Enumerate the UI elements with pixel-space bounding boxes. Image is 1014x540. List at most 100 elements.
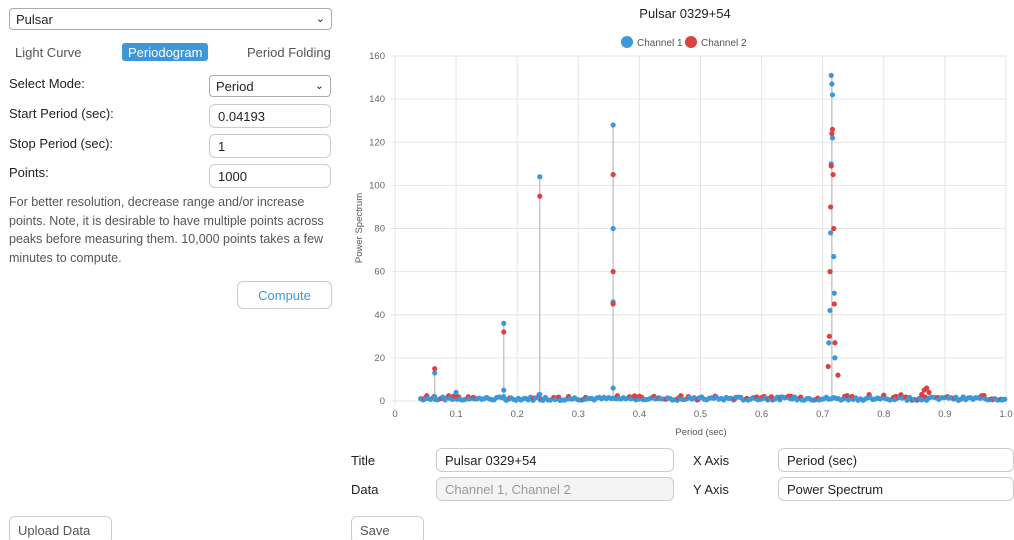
x-tick-label: 0.1 [449, 409, 462, 420]
series-1-point [501, 394, 507, 400]
series-1-point [610, 385, 616, 391]
legend-marker-channel-1 [621, 36, 633, 48]
legend-label-channel-1: Channel 1 [637, 38, 683, 49]
stop-period-label: Stop Period (sec): [9, 136, 114, 151]
points-label: Points: [9, 165, 49, 180]
y-tick-label: 80 [374, 224, 385, 235]
x-axis-field-label: X Axis [693, 453, 730, 468]
series-1-point [832, 355, 838, 361]
legend-label-channel-2: Channel 2 [701, 38, 747, 49]
help-text: For better resolution, decrease range an… [9, 195, 324, 265]
series-1-point [610, 122, 616, 128]
y-tick-label: 140 [369, 94, 385, 105]
series-1-point [831, 290, 837, 296]
periodogram-chart: Pulsar 0329+54 Channel 1 Channel 2 0 0.1 0… [354, 6, 1013, 438]
y-axis-field-label: Y Axis [693, 482, 729, 497]
x-tick-label: 0 [392, 409, 397, 420]
data-label: Data [351, 482, 379, 497]
tab-periodogram[interactable]: Periodogram [122, 43, 209, 61]
legend-marker-channel-2 [685, 36, 697, 48]
series-2-point [835, 372, 841, 378]
x-tick-label: 0.8 [877, 409, 890, 420]
series-2-point [826, 333, 833, 339]
series-1-point [537, 174, 543, 180]
dataset-select-value: Pulsar [16, 11, 53, 27]
series-2-point [610, 301, 616, 307]
series-1-point [829, 92, 836, 98]
series-2-point [831, 225, 837, 232]
stop-period-input[interactable]: 1 [209, 134, 331, 158]
series-1-point [827, 307, 833, 314]
mode-label: Select Mode: [9, 76, 85, 91]
chart-title: Pulsar 0329+54 [639, 6, 730, 21]
baseline-point [926, 389, 932, 395]
save-graph-button[interactable]: Save Graph [351, 516, 424, 540]
data-input[interactable]: Channel 1, Channel 2 [436, 477, 674, 501]
chevron-down-icon: ⌄ [315, 13, 325, 25]
series-2-point [829, 131, 835, 137]
baseline-point [1002, 396, 1008, 402]
series-1-point [828, 72, 834, 79]
y-tick-label: 60 [374, 267, 385, 278]
series-1-point [537, 391, 543, 398]
start-period-label: Start Period (sec): [9, 106, 114, 121]
series-2-point [825, 363, 831, 370]
series-2-point [832, 340, 838, 346]
y-tick-label: 40 [374, 310, 385, 321]
compute-button[interactable]: Compute [237, 281, 332, 309]
y-axis-input[interactable]: Power Spectrum [778, 477, 1014, 501]
series-2-point [828, 163, 834, 169]
tab-period-folding[interactable]: Period Folding [247, 45, 331, 60]
series-1-point [432, 370, 438, 376]
series-1-point [501, 320, 507, 326]
series-1-point [829, 81, 835, 87]
x-tick-label: 0.5 [694, 409, 707, 420]
series-1-point [826, 340, 832, 346]
series-2-point [829, 126, 836, 132]
upload-data-button[interactable]: Upload Data File [9, 516, 112, 540]
series-2-point [432, 366, 438, 372]
chart-legend: Channel 1 Channel 2 [621, 36, 747, 49]
series-1-point [831, 253, 837, 260]
graph-title-input[interactable]: Pulsar 0329+54 [436, 448, 674, 472]
series-2-point [827, 269, 833, 275]
y-tick-label: 0 [380, 396, 385, 407]
series-2-point [923, 385, 930, 391]
series-1-point [501, 387, 507, 393]
tab-light-curve[interactable]: Light Curve [15, 45, 82, 60]
series-2-point [537, 193, 543, 199]
x-tick-label: 0.3 [572, 409, 585, 420]
series-2-point [501, 329, 507, 335]
points-input[interactable]: 1000 [209, 164, 331, 188]
y-axis-label: Power Spectrum [354, 193, 365, 263]
series-1-point [432, 394, 438, 400]
x-tick-label: 0.6 [755, 409, 768, 420]
x-tick-label: 0.9 [938, 409, 951, 420]
x-axis-label: Period (sec) [675, 427, 726, 438]
y-tick-label: 160 [369, 51, 385, 62]
x-tick-label: 1.0 [999, 409, 1012, 420]
series-2-point [610, 269, 616, 275]
series-2-point [831, 301, 837, 307]
series-2-point [830, 171, 836, 178]
series-1-point [828, 230, 834, 236]
y-tick-label: 20 [374, 353, 385, 364]
baseline-point [919, 391, 925, 398]
chevron-down-icon: ⌄ [314, 80, 324, 92]
start-period-input[interactable]: 0.04193 [209, 104, 331, 128]
series-1-point [453, 389, 459, 395]
x-axis-input[interactable]: Period (sec) [778, 448, 1014, 472]
dataset-select[interactable]: Pulsar ⌄ [9, 8, 332, 30]
y-tick-label: 120 [369, 137, 385, 148]
series-1-point [829, 135, 836, 141]
y-tick-label: 100 [369, 180, 385, 191]
mode-select-value: Period [216, 78, 254, 94]
series-2-point [610, 171, 616, 178]
x-tick-label: 0.7 [816, 409, 829, 420]
mode-select[interactable]: Period ⌄ [209, 75, 331, 97]
series-1-point [610, 225, 616, 232]
title-label: Title [351, 453, 376, 468]
x-tick-label: 0.4 [633, 409, 646, 420]
x-tick-label: 0.2 [511, 409, 524, 420]
series-2-point [828, 204, 834, 210]
